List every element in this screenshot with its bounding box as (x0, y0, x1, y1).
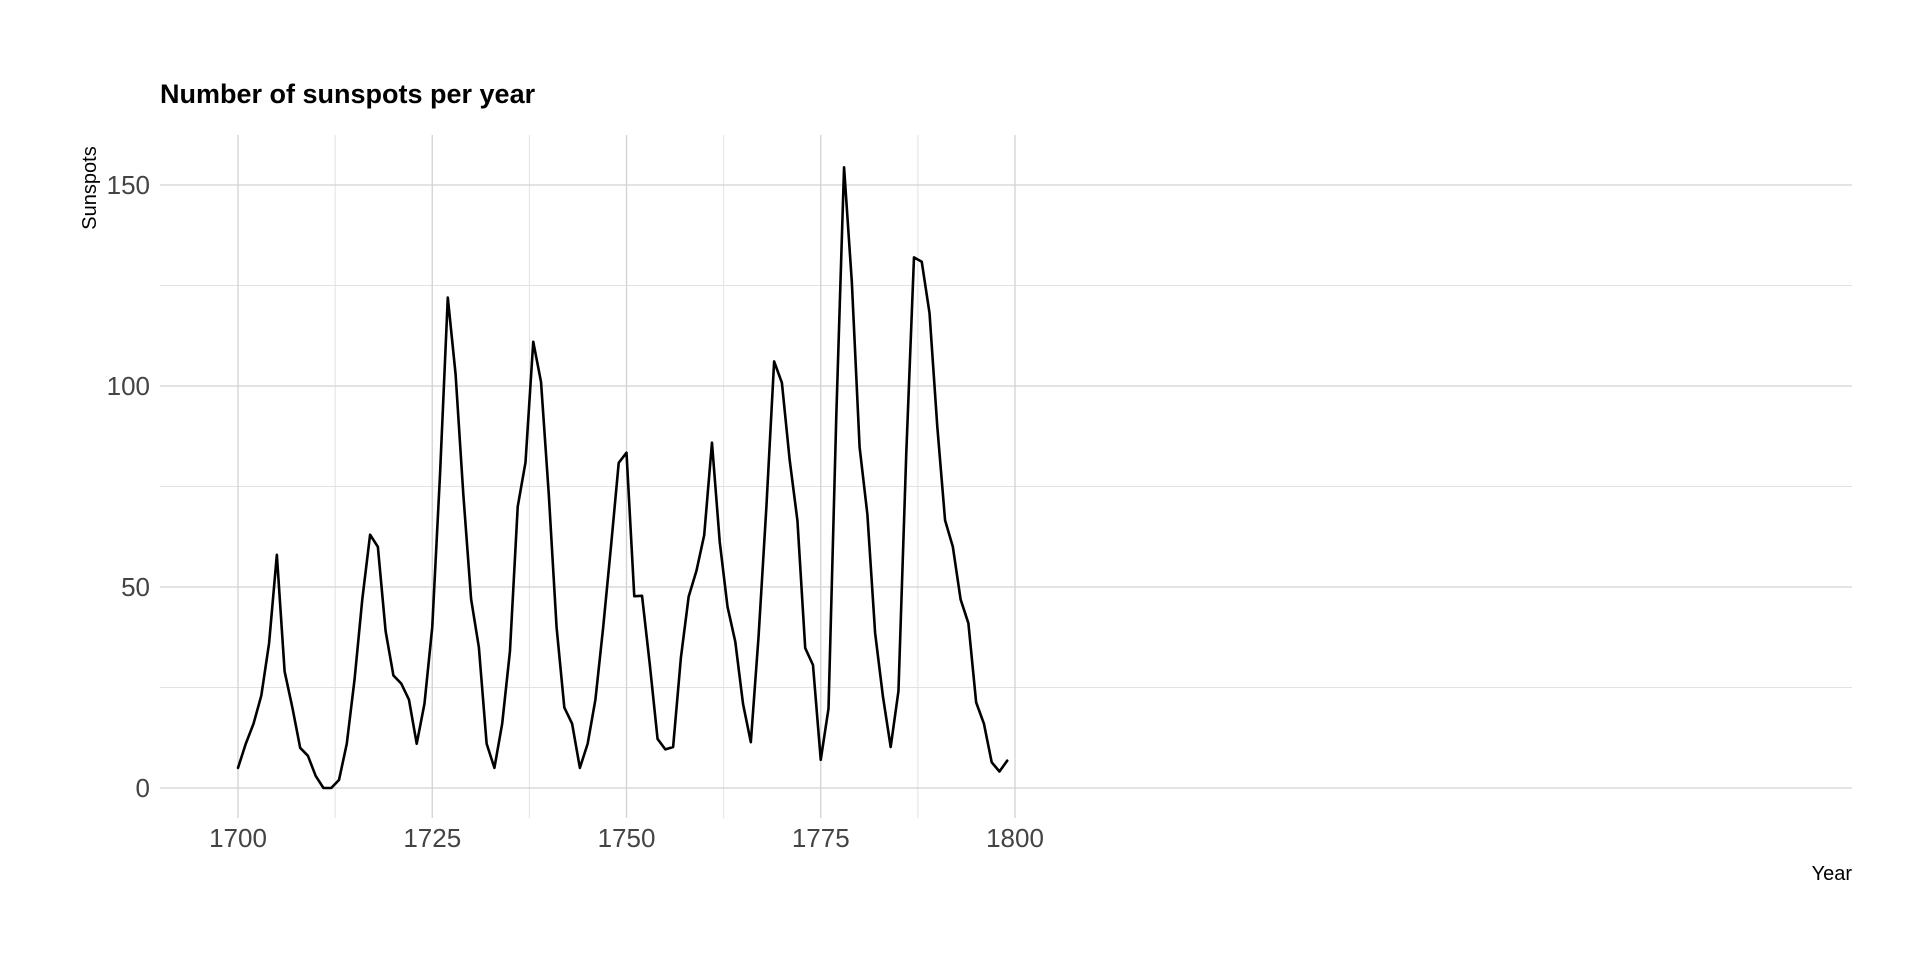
y-tick-label: 100 (107, 371, 150, 401)
x-tick-label: 1725 (403, 823, 461, 853)
y-axis-ticks: 0 50 100 150 (107, 170, 150, 803)
y-tick-label: 0 (136, 773, 150, 803)
x-tick-label: 1800 (986, 823, 1044, 853)
x-axis-ticks: 1700 1725 1750 1775 1800 (209, 823, 1044, 853)
x-axis-title: Year (1812, 863, 1853, 885)
y-tick-label: 150 (107, 170, 150, 200)
x-tick-label: 1750 (598, 823, 656, 853)
grid (160, 135, 1852, 818)
y-axis-title: Sunspots (79, 146, 101, 229)
sunspots-series-line (236, 166, 1009, 790)
chart-title: Number of sunspots per year (160, 79, 536, 109)
y-tick-label: 50 (121, 572, 150, 602)
x-tick-label: 1700 (209, 823, 267, 853)
x-tick-label: 1775 (792, 823, 850, 853)
